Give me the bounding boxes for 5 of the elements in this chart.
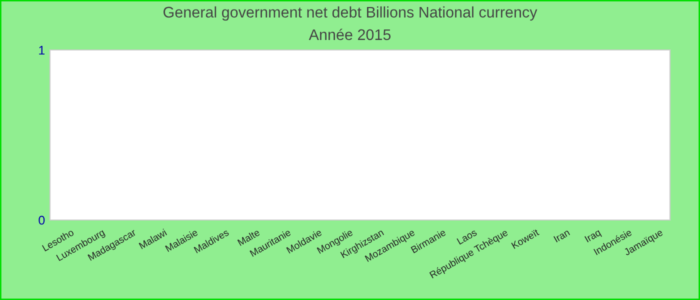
- chart-subtitle: Année 2015: [308, 28, 391, 40]
- y-tick-label: 0: [38, 216, 45, 225]
- y-tick-label: 1: [39, 46, 45, 55]
- x-tick-label: Iran: [554, 228, 570, 242]
- chart-title: General government net debt Billions National currency: [164, 6, 538, 21]
